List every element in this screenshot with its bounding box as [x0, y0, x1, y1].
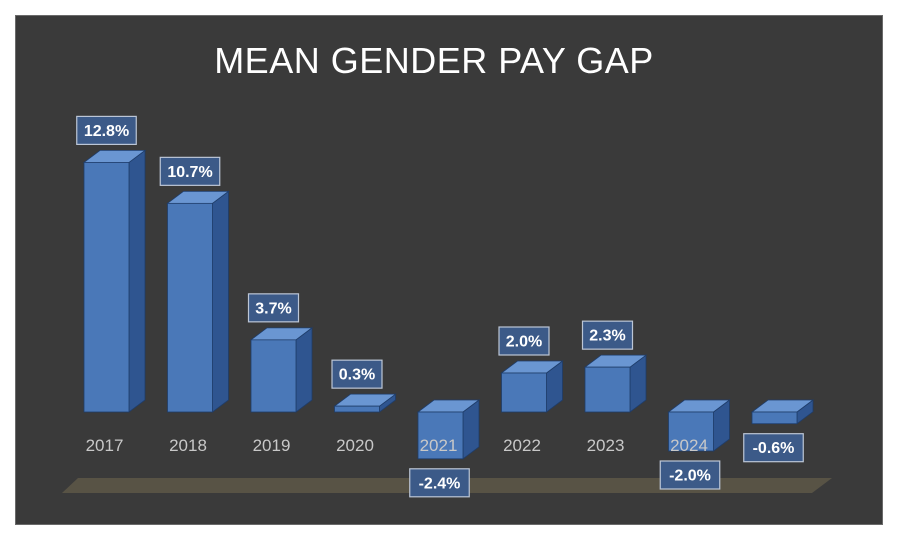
data-label-box — [659, 460, 721, 490]
data-label: 3.7% — [255, 300, 291, 317]
data-label-box — [743, 433, 804, 463]
bar-2021 — [417, 411, 464, 460]
x-tick-label: 2017 — [86, 436, 124, 455]
x-tick-label: 2023 — [587, 436, 625, 455]
bar-side-2017 — [128, 149, 146, 413]
x-tick-label: 2019 — [253, 436, 291, 455]
data-label: -2.4% — [419, 475, 461, 492]
bar-2020 — [334, 405, 380, 413]
data-label: 10.7% — [167, 164, 212, 181]
data-label-box — [331, 359, 383, 389]
bar-2025 — [751, 411, 798, 425]
x-tick-label: 2020 — [336, 436, 374, 455]
x-tick-label: 2022 — [503, 436, 541, 455]
data-label-box — [247, 293, 300, 323]
bar-side-2018 — [212, 190, 229, 413]
x-tick-label: 2024 — [670, 436, 708, 455]
data-label-box — [159, 156, 221, 186]
data-label: 2.3% — [589, 328, 625, 345]
data-label: 0.3% — [339, 367, 375, 384]
data-label: -2.0% — [669, 468, 711, 485]
data-label-box — [581, 320, 634, 350]
data-label-box — [498, 326, 550, 356]
data-label: -0.6% — [753, 440, 795, 457]
data-label: 2.0% — [506, 334, 542, 351]
bar-2022 — [501, 372, 547, 413]
bar-2018 — [167, 202, 213, 413]
x-tick-label: 2021 — [420, 436, 458, 455]
bar-2024 — [668, 411, 714, 452]
bar-2023 — [584, 366, 631, 413]
data-label: 12.8% — [84, 123, 129, 140]
bar-side-2019 — [295, 327, 313, 413]
bar-2017 — [83, 161, 130, 413]
data-label-box — [409, 468, 470, 498]
data-label-box — [76, 115, 137, 146]
bar-2019 — [250, 339, 297, 413]
x-tick-label: 2018 — [169, 436, 207, 455]
chart-title: MEAN GENDER PAY GAP — [214, 40, 654, 81]
